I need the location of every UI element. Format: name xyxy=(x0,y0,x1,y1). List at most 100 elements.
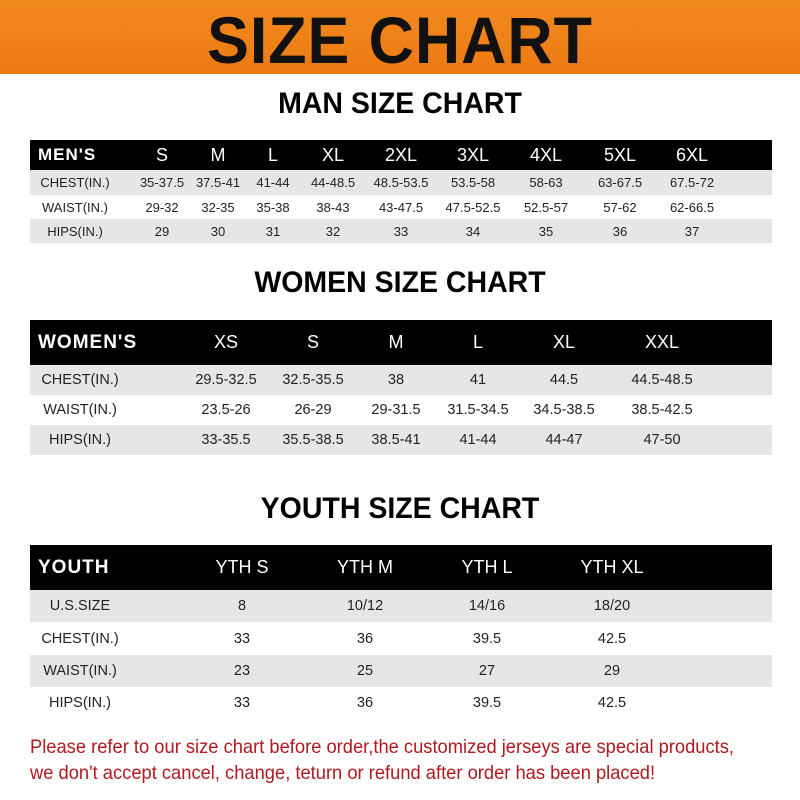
notice-line: Please refer to our size chart before or… xyxy=(30,736,735,758)
measure-label: HIPS(IN.) xyxy=(47,223,103,239)
table-cell: 44-48.5 xyxy=(310,175,356,190)
table-cell: 8 xyxy=(237,598,247,614)
table-cell: 44.5 xyxy=(549,372,579,388)
size-header: XL xyxy=(552,332,576,352)
table-cell: 41-44 xyxy=(256,175,290,190)
table-cell: 53.5-58 xyxy=(450,175,496,190)
table-cell: 33 xyxy=(233,630,251,647)
table-cell: 10/12 xyxy=(346,598,384,614)
table-cell: 62-66.5 xyxy=(669,199,715,215)
size-header: 6XL xyxy=(675,144,709,165)
table-cell: 35-37.5 xyxy=(139,175,185,190)
measure-label: WAIST(IN.) xyxy=(43,663,117,679)
table-cell: 36 xyxy=(356,694,374,711)
table-cell: 38 xyxy=(387,372,405,388)
table-cell: 47-50 xyxy=(643,432,681,448)
table-cell: 38-43 xyxy=(316,199,350,215)
table-row: CHEST(IN.) 33 36 39.5 42.5 xyxy=(30,622,772,655)
notice-line: we don't accept cancel, change, teturn o… xyxy=(30,762,656,784)
size-header: M xyxy=(210,144,226,165)
size-header: 2XL xyxy=(384,144,418,165)
table-cell: 31.5-34.5 xyxy=(447,402,509,418)
table-cell: 42.5 xyxy=(597,630,627,647)
table-cell: 39.5 xyxy=(472,694,502,711)
table-cell: 35.5-38.5 xyxy=(282,432,344,448)
table-label: WOMEN'S xyxy=(38,331,138,353)
table-cell: 29.5-32.5 xyxy=(195,372,257,388)
table-cell: 52.5-57 xyxy=(523,199,569,215)
size-header: 4XL xyxy=(529,144,563,165)
table-cell: 36 xyxy=(612,223,628,239)
table-cell: 44-47 xyxy=(545,432,583,448)
table-cell: 27 xyxy=(478,663,496,679)
women-header-row: WOMEN'S XS S M L XL XXL xyxy=(30,320,772,365)
table-cell: 39.5 xyxy=(472,630,502,647)
table-cell: 36 xyxy=(356,630,374,647)
table-cell: 26-29 xyxy=(294,402,332,418)
table-row: HIPS(IN.) 33 36 39.5 42.5 xyxy=(30,687,772,718)
size-header: S xyxy=(306,332,320,352)
table-label: MEN'S xyxy=(38,145,97,164)
measure-label: U.S.SIZE xyxy=(49,598,111,614)
measure-label: WAIST(IN.) xyxy=(42,199,108,215)
table-cell: 38.5-42.5 xyxy=(631,402,693,418)
table-cell: 23.5-26 xyxy=(201,402,251,418)
table-row: WAIST(IN.) 29-32 32-35 35-38 38-43 43-47.5 47.… xyxy=(30,195,772,219)
size-header: L xyxy=(267,144,279,165)
table-cell: 33 xyxy=(393,223,409,239)
table-cell: 32.5-35.5 xyxy=(282,372,344,388)
table-cell: 32-35 xyxy=(201,199,235,215)
table-cell: 33 xyxy=(233,694,251,711)
table-row: CHEST(IN.) 29.5-32.5 32.5-35.5 38 41 44.5 44.5… xyxy=(30,365,772,395)
table-cell: 41-44 xyxy=(459,432,497,448)
size-header: L xyxy=(472,332,484,352)
table-cell: 33-35.5 xyxy=(201,432,251,448)
table-label: YOUTH xyxy=(38,556,110,578)
size-header: XXL xyxy=(644,332,680,352)
table-cell: 29 xyxy=(154,223,170,239)
table-cell: 42.5 xyxy=(597,694,627,711)
size-header: M xyxy=(388,332,404,352)
size-header: 3XL xyxy=(456,144,490,165)
youth-header-row: YOUTH YTH S YTH M YTH L YTH XL xyxy=(30,545,772,590)
men-header-row: MEN'S S M L XL 2XL 3XL 4XL 5XL 6XL xyxy=(30,140,772,170)
table-cell: 25 xyxy=(356,663,374,679)
table-cell: 41 xyxy=(469,372,487,388)
table-cell: 58-63 xyxy=(529,175,563,190)
table-row: U.S.SIZE 8 10/12 14/16 18/20 xyxy=(30,590,772,622)
size-header: XL xyxy=(321,144,345,165)
table-cell: 18/20 xyxy=(593,598,631,614)
table-row: CHEST(IN.) 35-37.5 37.5-41 41-44 44-48.5 48.5… xyxy=(30,170,772,195)
table-row: WAIST(IN.) 23.5-26 26-29 29-31.5 31.5-34.5 34… xyxy=(30,395,772,425)
size-header: 5XL xyxy=(603,144,637,165)
measure-label: CHEST(IN.) xyxy=(41,372,119,388)
table-cell: 29-31.5 xyxy=(371,402,421,418)
table-cell: 29-32 xyxy=(145,199,179,215)
table-cell: 38.5-41 xyxy=(371,432,421,448)
measure-label: CHEST(IN.) xyxy=(41,630,119,647)
size-header: XS xyxy=(213,332,239,352)
table-cell: 23 xyxy=(233,663,251,679)
table-row: WAIST(IN.) 23 25 27 29 xyxy=(30,655,772,687)
size-header: YTH L xyxy=(461,557,513,577)
table-cell: 67.5-72 xyxy=(669,175,715,190)
table-cell: 31 xyxy=(265,223,281,239)
measure-label: WAIST(IN.) xyxy=(43,402,117,418)
table-cell: 35 xyxy=(538,223,554,239)
table-cell: 37 xyxy=(684,223,700,239)
table-cell: 43-47.5 xyxy=(378,199,424,215)
table-cell: 37.5-41 xyxy=(195,175,241,190)
measure-label: CHEST(IN.) xyxy=(40,175,110,190)
table-cell: 48.5-53.5 xyxy=(373,175,429,190)
table-row: HIPS(IN.) 29 30 31 32 33 34 35 36 37 xyxy=(30,219,772,243)
table-cell: 35-38 xyxy=(256,199,290,215)
banner: SIZE CHART xyxy=(0,0,800,77)
table-cell: 57-62 xyxy=(603,199,637,215)
table-cell: 29 xyxy=(603,663,621,679)
youth-section-title: YOUTH SIZE CHART xyxy=(260,492,540,525)
table-cell: 14/16 xyxy=(468,598,506,614)
table-row: HIPS(IN.) 33-35.5 35.5-38.5 38.5-41 41-44 44-… xyxy=(30,425,772,455)
table-cell: 34 xyxy=(465,223,481,239)
table-cell: 34.5-38.5 xyxy=(533,402,595,418)
men-section-title: MAN SIZE CHART xyxy=(278,87,522,120)
